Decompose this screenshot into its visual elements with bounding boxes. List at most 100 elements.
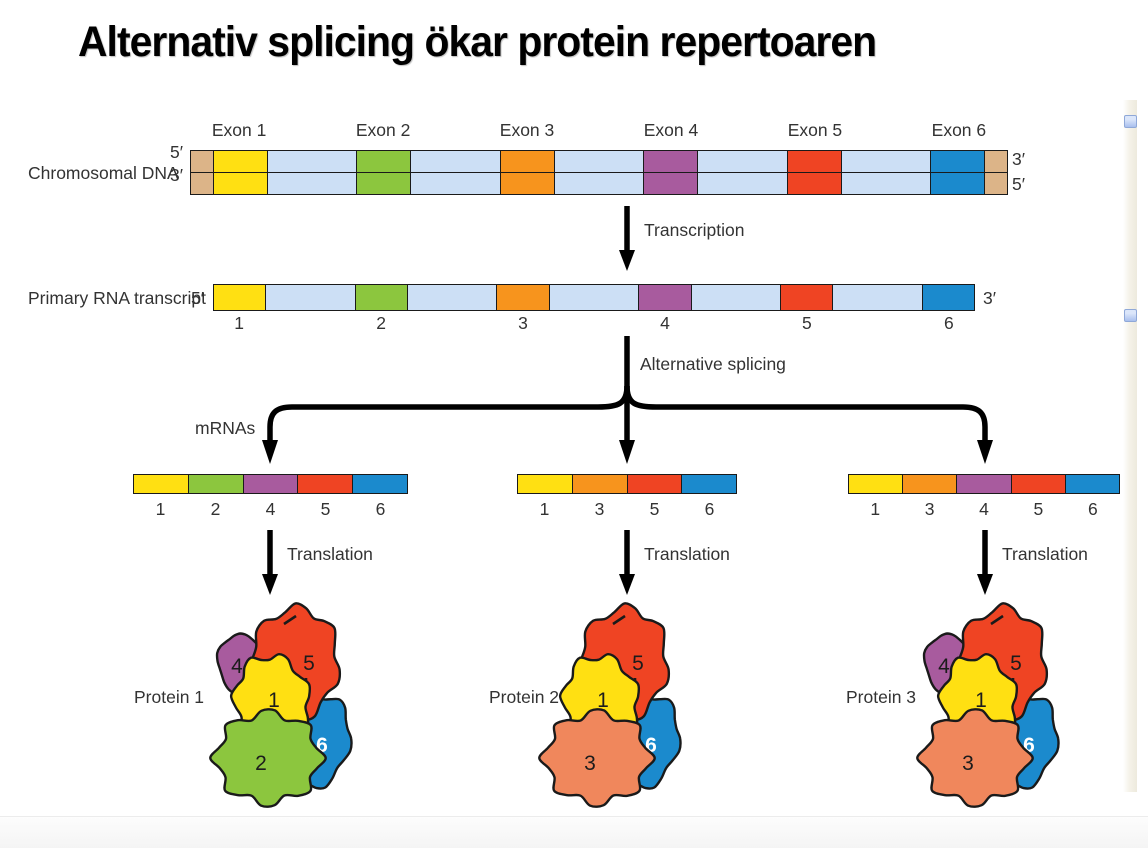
exon-number: 5: [1033, 498, 1044, 519]
exon-label: 3: [518, 312, 528, 333]
exon-3-segment: [902, 475, 957, 493]
exon-1-segment: [518, 475, 572, 493]
red-domain-mark: [990, 614, 1004, 626]
dna-exon-labels-row: Exon 1 Exon 2 Exon 3 Exon 4 Exon 5 Exon 6: [190, 119, 1008, 141]
exon-6-segment: [681, 475, 736, 493]
intron-segment: [548, 285, 639, 310]
alternative-splicing-label: Alternative splicing: [640, 354, 786, 374]
exon-label: 2: [376, 312, 386, 333]
chromosomal-dna-bar: [190, 150, 1008, 195]
intron-segment: [265, 285, 355, 310]
spacer: [549, 312, 639, 334]
mrna-bar-2: [517, 474, 737, 494]
spacer: [410, 119, 499, 141]
exon-label: 4: [660, 312, 670, 333]
translation-arrow-2: [619, 530, 635, 595]
exon-1-segment: [134, 475, 188, 493]
spacer: [265, 312, 355, 334]
translation-label-2: Translation: [644, 544, 730, 564]
spacer: [986, 119, 1008, 141]
intron-segment: [407, 285, 497, 310]
exon-label: 1: [234, 312, 245, 333]
chromosomal-dna-label: Chromosomal DNA: [28, 163, 179, 183]
exon-number: 6: [375, 498, 386, 519]
dna-5prime-left: 5′: [170, 142, 184, 162]
exon-number: 6: [1087, 498, 1098, 519]
exon-5-segment: [626, 475, 682, 493]
exon-number: 1: [155, 498, 166, 519]
exon-6-segment: [921, 285, 974, 310]
exon-number: 1: [870, 498, 881, 519]
exon-5-segment: [297, 475, 353, 493]
exon-number: 1: [539, 498, 550, 519]
domain-number: 4: [231, 655, 243, 678]
spacer: [691, 312, 781, 334]
domain-number: 1: [975, 689, 987, 712]
alternative-splicing-arrows: [262, 336, 993, 464]
exon-label: Exon 2: [355, 119, 411, 140]
exon-4-segment: [638, 285, 691, 310]
exon-1-segment: [849, 475, 903, 493]
mrna-numbers-1: 1 2 4 5 6: [133, 498, 408, 520]
translation-arrow-3: [977, 530, 993, 595]
translation-arrow-1: [262, 530, 278, 595]
rna-3prime: 3′: [983, 288, 997, 308]
protein-blobs: 4 6 51 2: [209, 602, 353, 808]
exon-number: 4: [265, 498, 276, 519]
exon-6-segment: [352, 475, 407, 493]
intron-segment: [690, 285, 780, 310]
exon-2-segment: [187, 475, 243, 493]
exon-number: 6: [704, 498, 715, 519]
domain-number: 5: [303, 652, 315, 675]
protein-blobs: 4 6 51 3: [916, 602, 1060, 808]
dna-3prime-right: 3′: [1012, 149, 1026, 169]
dna-3prime-left: 3′: [170, 165, 184, 185]
exon-label: Exon 1: [211, 119, 267, 140]
mrna-bar-1: [133, 474, 408, 494]
primary-rna-bar: [213, 284, 975, 311]
spacer: [842, 119, 931, 141]
bottom-domain: [916, 708, 1034, 808]
exon-2-segment: [354, 285, 408, 310]
scroll-marker-top[interactable]: [1124, 115, 1137, 128]
protein-2-label: Protein 2: [489, 687, 560, 707]
domain-number: 3: [962, 752, 974, 775]
exon-1-segment: [214, 285, 266, 310]
domain-number: 6: [1023, 734, 1035, 757]
exon-4-segment: [956, 475, 1011, 493]
spacer: [266, 119, 355, 141]
domain-number: 6: [645, 734, 657, 757]
protein-1-label: Protein 1: [134, 687, 205, 707]
red-domain-mark: [283, 614, 297, 626]
spacer: [554, 119, 643, 141]
protein-3-label: Protein 3: [846, 687, 917, 707]
domain-number: 6: [316, 734, 328, 757]
bottom-bar: [0, 816, 1148, 848]
dna-strand-divider: [190, 171, 1008, 174]
protein-blobs: 6 51 3: [538, 602, 682, 808]
transcription-arrow: [619, 206, 635, 271]
exon-number: 3: [594, 498, 605, 519]
mrnas-label: mRNAs: [195, 418, 256, 438]
domain-number: 4: [938, 655, 950, 678]
translation-label-1: Translation: [287, 544, 373, 564]
intron-segment: [832, 285, 922, 310]
exon-label: Exon 5: [787, 119, 843, 140]
domain-number: 3: [584, 752, 596, 775]
translation-label-3: Translation: [1002, 544, 1088, 564]
bottom-domain: [209, 708, 327, 808]
scrollbar-track: [1123, 100, 1137, 792]
mrna-numbers-3: 1 3 4 5 6: [848, 498, 1120, 520]
rna-exon-numbers-row: 1 2 3 4 5 6: [213, 312, 975, 334]
exon-label: 5: [802, 312, 812, 333]
domain-number: 1: [597, 689, 609, 712]
exon-number: 3: [924, 498, 935, 519]
exon-number: 4: [979, 498, 989, 519]
scroll-marker-bottom[interactable]: [1124, 309, 1137, 322]
spacer: [833, 312, 923, 334]
exon-5-segment: [779, 285, 833, 310]
exon-label: Exon 3: [499, 119, 555, 140]
